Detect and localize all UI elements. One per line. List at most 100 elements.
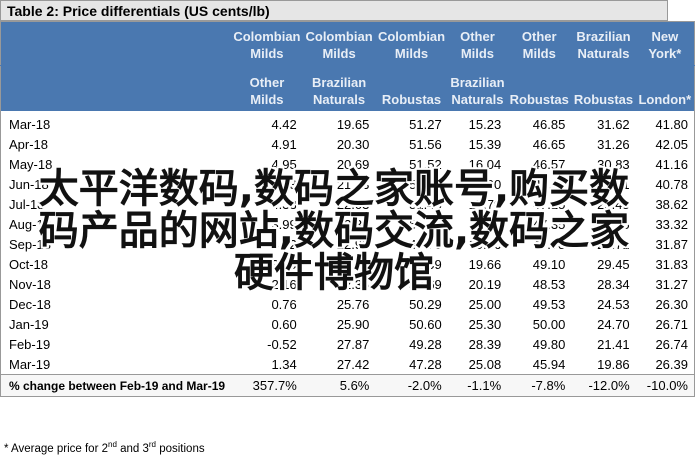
- watermark-line: 码产品的网站,数码交流,数码之家: [38, 208, 630, 254]
- value-cell: 45.94: [532, 356, 566, 372]
- value-cell: 20.69: [336, 156, 370, 172]
- value-cell: 4.91: [271, 136, 297, 152]
- data-row: Dec-18 0.76 25.76 50.29 25.00 49.53 24.53 26.30: [1, 294, 695, 314]
- value-cell: -0.52: [267, 336, 297, 352]
- row-label: Dec-18: [9, 296, 51, 312]
- value-cell: 48.53: [532, 276, 566, 292]
- value-cell: 28.95: [597, 216, 630, 232]
- value-cell: 26.71: [655, 316, 688, 332]
- header-cell: Colombian Milds: [231, 21, 303, 66]
- header-cell: Robustas: [507, 65, 572, 111]
- value-cell: 31.87: [655, 236, 688, 252]
- data-row: Jan-19 0.60 25.90 50.60 25.30 50.00 24.70 26.71: [1, 314, 695, 334]
- table-title: Table 2: Price differentials (US cents/l…: [0, 0, 668, 21]
- row-label: Aug-18: [9, 216, 51, 232]
- value-cell: 29.45: [597, 256, 630, 272]
- value-cell: 24.53: [597, 296, 630, 312]
- value-cell: 26.30: [655, 296, 688, 312]
- value-cell: 3.99: [271, 216, 297, 232]
- value-cell: 15.39: [468, 136, 502, 152]
- value-cell: 51.56: [409, 136, 442, 152]
- change-cell: 5.6%: [302, 374, 376, 397]
- value-cell: 26.72: [597, 236, 630, 252]
- value-cell: 19.36: [468, 236, 502, 252]
- data-row: Feb-19 -0.52 27.87 49.28 28.39 49.80 21.41 26.7…: [1, 334, 695, 354]
- data-row: Nov-18 2.16 22.35 50.69 20.19 48.53 28.34 31.27: [1, 274, 695, 294]
- value-cell: 4.33: [271, 196, 297, 212]
- change-cell: 357.7%: [231, 374, 303, 397]
- row-label: % change between Feb-19 and Mar-19: [0, 374, 232, 397]
- row-label: Oct-18: [9, 256, 49, 272]
- value-cell: 46.08: [532, 236, 566, 252]
- value-cell: 41.80: [655, 116, 688, 132]
- value-cell: 52.59: [409, 256, 442, 272]
- watermark-line: 太平洋数码,数码之家账号,购买数: [38, 166, 630, 212]
- value-cell: 46.85: [532, 116, 566, 132]
- value-cell: 47.35: [532, 216, 566, 232]
- value-cell: 2.16: [271, 276, 297, 292]
- value-cell: 16.04: [468, 156, 502, 172]
- value-cell: 31.83: [655, 256, 688, 272]
- data-row: Mar-19 1.34 27.42 47.28 25.08 45.94 19.86 26.39: [1, 354, 695, 375]
- change-cell: -10.0%: [635, 374, 695, 397]
- value-cell: 38.62: [655, 196, 688, 212]
- value-cell: 40.78: [655, 176, 688, 192]
- value-cell: 25.90: [336, 316, 370, 332]
- change-cell: -7.8%: [507, 374, 572, 397]
- value-cell: 41.16: [655, 156, 688, 172]
- value-cell: 46.57: [532, 156, 566, 172]
- header-cell: Brazilian Naturals: [571, 21, 636, 66]
- value-cell: 1.34: [271, 356, 297, 372]
- value-cell: 28.34: [597, 276, 630, 292]
- value-cell: 31.27: [655, 276, 688, 292]
- footnote-text: * Average price for 2: [4, 442, 108, 455]
- value-cell: 50.29: [409, 296, 442, 312]
- header-cell: [0, 65, 232, 111]
- value-cell: 19.66: [468, 256, 502, 272]
- value-cell: 25.30: [468, 316, 502, 332]
- value-cell: 23.15: [336, 256, 370, 272]
- header-cell: Colombian Milds: [375, 21, 448, 66]
- value-cell: 26.74: [655, 336, 688, 352]
- watermark: 太平洋数码,数码之家账号,购买数 码产品的网站,数码交流,数码之家 硬件博物馆: [0, 168, 668, 294]
- value-cell: 22.39: [336, 216, 370, 232]
- value-cell: 31.62: [597, 116, 630, 132]
- data-row: Jul-18 4.33 22.03 51.48 17.70 47.15 29.45 38.62: [1, 194, 695, 214]
- data-row: Oct-18 3.49 23.15 52.59 19.66 49.10 29.45 31.83: [1, 254, 695, 274]
- value-cell: 4.83: [271, 176, 297, 192]
- value-cell: 20.30: [336, 136, 370, 152]
- value-cell: 51.27: [409, 116, 442, 132]
- value-cell: 49.10: [532, 256, 566, 272]
- data-row: Apr-18 4.91 20.30 51.56 15.39 46.65 31.26 42.05: [1, 134, 695, 154]
- row-label: Jun-18: [9, 176, 49, 192]
- value-cell: 0.60: [271, 316, 297, 332]
- footnote-sup: nd: [108, 440, 117, 449]
- row-label: Apr-18: [9, 136, 49, 152]
- value-cell: 0.76: [271, 296, 297, 312]
- row-label: Nov-18: [9, 276, 51, 292]
- change-cell: -2.0%: [375, 374, 448, 397]
- header-cell: New York*: [635, 21, 695, 66]
- value-cell: 3.49: [271, 256, 297, 272]
- price-table: Colombian Milds Colombian Milds Colombian …: [0, 21, 695, 397]
- value-cell: 51.94: [409, 176, 442, 192]
- header-cell: London*: [635, 65, 695, 111]
- value-cell: 22.03: [336, 196, 370, 212]
- value-cell: 25.76: [336, 296, 370, 312]
- row-label: May-18: [9, 156, 53, 172]
- header-cell: Robustas: [375, 65, 448, 111]
- value-cell: 26.39: [655, 356, 688, 372]
- change-row: % change between Feb-19 and Mar-19 357.7%…: [0, 374, 695, 397]
- header-cell: Robustas: [571, 65, 636, 111]
- value-cell: 49.28: [409, 336, 442, 352]
- row-label: Jul-18: [9, 196, 45, 212]
- value-cell: 31.26: [597, 136, 630, 152]
- value-cell: 28.39: [468, 336, 502, 352]
- value-cell: 49.70: [409, 236, 442, 252]
- value-cell: 30.21: [597, 176, 630, 192]
- value-cell: 30.83: [597, 156, 630, 172]
- header-row: Colombian Milds Colombian Milds Colombian …: [0, 21, 695, 66]
- value-cell: 16.90: [468, 176, 502, 192]
- value-cell: 21.41: [597, 336, 630, 352]
